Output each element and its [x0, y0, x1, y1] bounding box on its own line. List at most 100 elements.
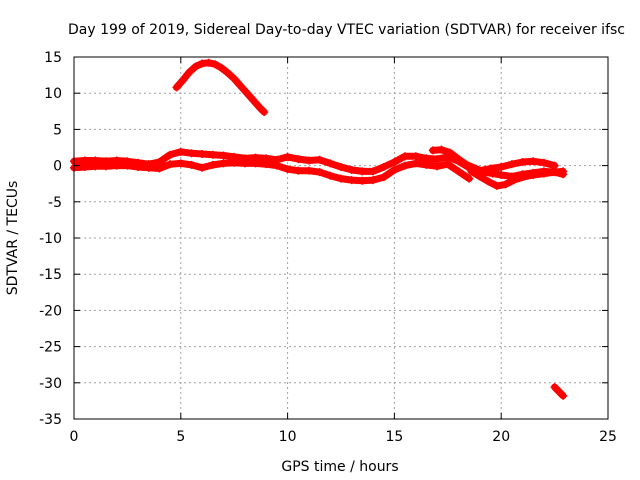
- data-point: [559, 167, 568, 176]
- x-tick-label: 0: [70, 429, 79, 445]
- data-point: [507, 160, 516, 169]
- data-point: [437, 145, 446, 154]
- data-point: [236, 81, 245, 90]
- data-point: [91, 162, 100, 171]
- series-spread-band-b: [467, 167, 568, 190]
- y-tick-label: -30: [39, 376, 62, 392]
- data-point: [411, 159, 420, 168]
- data-point: [554, 387, 563, 396]
- data-point: [497, 163, 506, 172]
- data-point: [80, 163, 89, 172]
- y-tick-label: -5: [48, 195, 62, 211]
- data-point: [198, 163, 207, 172]
- x-axis-label: GPS time / hours: [281, 459, 398, 475]
- data-point: [347, 165, 356, 174]
- data-point: [315, 168, 324, 177]
- data-point: [369, 167, 378, 176]
- data-point: [559, 391, 568, 400]
- data-point: [294, 155, 303, 164]
- data-point: [260, 108, 269, 117]
- data-point: [198, 150, 207, 159]
- data-point: [112, 161, 121, 170]
- data-point: [463, 160, 472, 169]
- data-point: [445, 148, 454, 157]
- data-point: [390, 157, 399, 166]
- data-points: [70, 58, 568, 400]
- data-point: [401, 161, 410, 170]
- data-point: [178, 76, 187, 85]
- data-point: [326, 171, 335, 180]
- data-point: [187, 149, 196, 158]
- y-tick-label: 15: [44, 50, 62, 66]
- data-point: [230, 74, 239, 83]
- data-point: [283, 165, 292, 174]
- data-point: [422, 160, 431, 169]
- data-point: [369, 176, 378, 185]
- data-point: [539, 158, 548, 167]
- data-point: [272, 161, 281, 170]
- y-tick-label: -15: [39, 267, 62, 283]
- data-point: [155, 164, 164, 173]
- data-point: [433, 155, 442, 164]
- data-point: [529, 157, 538, 166]
- data-point: [443, 160, 452, 169]
- data-point: [315, 155, 324, 164]
- data-point: [467, 167, 476, 176]
- x-tick-label: 20: [492, 429, 510, 445]
- data-point: [411, 152, 420, 161]
- data-point: [102, 162, 111, 171]
- data-point: [219, 151, 228, 160]
- data-point: [166, 150, 175, 159]
- y-tick-label: 0: [53, 159, 62, 175]
- data-point: [240, 159, 249, 168]
- data-point: [134, 163, 143, 172]
- data-point: [144, 163, 153, 172]
- x-tick-label: 10: [279, 429, 297, 445]
- data-point: [304, 156, 313, 165]
- data-point: [217, 63, 226, 72]
- data-point: [219, 159, 228, 168]
- data-point: [475, 166, 484, 175]
- data-point: [454, 155, 463, 164]
- y-tick-label: -25: [39, 340, 62, 356]
- chart-title: Day 199 of 2019, Sidereal Day-to-day VTE…: [68, 22, 625, 38]
- axis-ticks: 0 5 10 15 20 25 15 10 5 0 -5 -10 -15 -20 -25 -30 -35: [39, 50, 617, 445]
- data-point: [465, 174, 474, 183]
- data-point: [454, 167, 463, 176]
- data-point: [176, 147, 185, 156]
- y-axis-label: SDTVAR / TECUs: [5, 181, 21, 296]
- data-point: [390, 165, 399, 174]
- data-point: [347, 176, 356, 185]
- series-lower-outlier: [550, 383, 568, 400]
- data-point: [172, 83, 181, 92]
- data-point: [326, 159, 335, 168]
- data-point: [484, 177, 493, 186]
- x-tick-label: 15: [385, 429, 403, 445]
- data-point: [243, 89, 252, 98]
- x-tick-label: 5: [176, 429, 185, 445]
- data-point: [358, 176, 367, 185]
- y-tick-label: 10: [44, 86, 62, 102]
- y-tick-label: -35: [39, 412, 62, 428]
- data-point: [294, 166, 303, 175]
- data-point: [255, 103, 264, 112]
- data-point: [550, 383, 559, 392]
- data-point: [337, 163, 345, 172]
- data-point: [251, 159, 260, 168]
- data-point: [304, 166, 313, 175]
- data-point: [187, 160, 196, 169]
- data-point: [223, 68, 232, 77]
- series-main-band-lower: [70, 158, 474, 185]
- x-tick-label: 25: [599, 429, 617, 445]
- data-point: [510, 176, 519, 185]
- data-point: [249, 96, 258, 105]
- data-point: [262, 160, 271, 169]
- data-point: [529, 171, 538, 180]
- data-point: [166, 160, 175, 169]
- data-point: [486, 164, 495, 173]
- data-point: [518, 173, 527, 182]
- grid-lines: [74, 57, 608, 419]
- data-point: [176, 159, 185, 168]
- data-point: [358, 167, 367, 176]
